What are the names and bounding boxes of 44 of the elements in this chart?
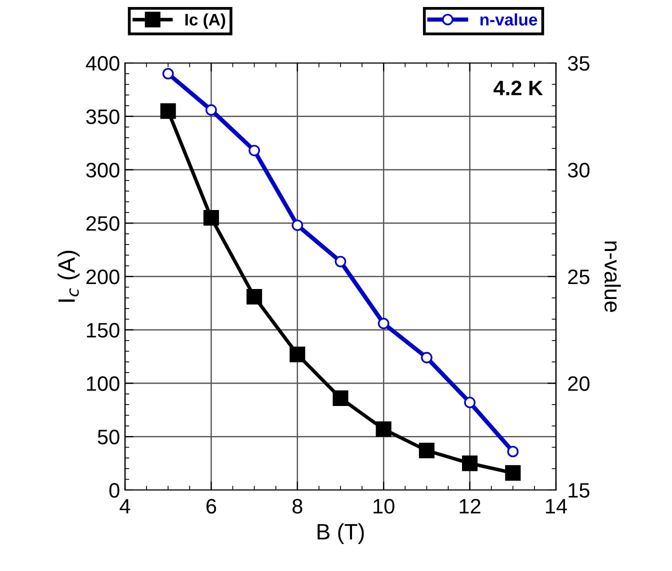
y-axis-title: I$_{c}$ (A): [58, 250, 80, 302]
y2-tick-label: 20: [568, 376, 590, 392]
point: [507, 446, 519, 458]
x-tick-label: 12: [460, 498, 480, 514]
x-tick-label: 6: [206, 498, 216, 514]
point: [332, 390, 348, 406]
point: [464, 396, 476, 408]
x-tick-label: 4: [120, 499, 130, 514]
x-axis-title: B (T): [318, 523, 364, 544]
point: [203, 210, 219, 226]
y-tick-label: 250: [86, 216, 120, 231]
point: [292, 220, 304, 231]
y-tick-label: 50: [98, 430, 120, 444]
point: [162, 68, 174, 80]
y2-tick-label: 15: [568, 483, 590, 498]
y-tick-label: 150: [86, 322, 120, 338]
y2-tick-label: 30: [568, 162, 590, 178]
y2-tick-label: 25: [568, 270, 590, 284]
x-tick-label: 10: [374, 498, 394, 514]
point: [421, 352, 432, 364]
point: [378, 318, 390, 330]
y-tick-label: 400: [86, 56, 120, 71]
annotation: 4.2 K: [494, 80, 543, 96]
point: [376, 421, 392, 437]
point: [248, 144, 260, 156]
legend-label: n-value: [480, 13, 538, 26]
point: [334, 256, 346, 268]
y-tick-label: 350: [86, 109, 120, 124]
y2-tick-label: 35: [568, 56, 590, 71]
point: [246, 289, 262, 305]
point: [418, 442, 434, 458]
x-tick-label: 14: [546, 499, 567, 514]
y-tick-label: 100: [86, 376, 120, 392]
y-tick-label: 300: [86, 162, 120, 178]
point: [505, 465, 521, 481]
y-tick-label: 0: [109, 483, 120, 498]
point: [462, 456, 478, 472]
y-tick-label: 200: [86, 270, 120, 284]
y2-axis-title: n-value: [604, 242, 621, 312]
point: [290, 346, 306, 362]
point: [206, 104, 217, 116]
legend-label: Ic (A): [185, 13, 226, 29]
x-tick-label: 8: [292, 498, 302, 514]
point: [160, 103, 176, 119]
